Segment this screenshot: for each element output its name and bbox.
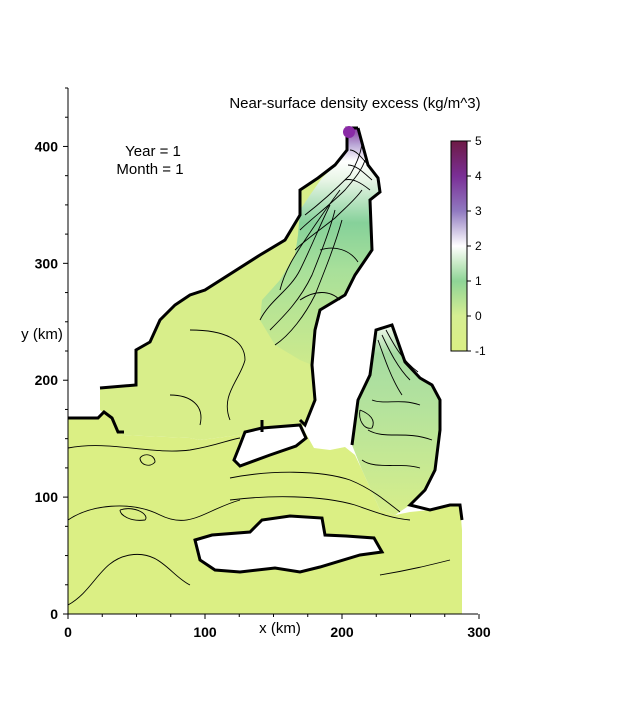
colorbar-tick-label: 5 [475, 134, 482, 148]
colorbar-tick-label: 2 [475, 239, 482, 253]
year-annotation: Year = 1 [125, 143, 181, 160]
y-axis-ticks: 0 100 200 300 400 [35, 87, 68, 622]
x-tick-label: 200 [330, 624, 354, 640]
contour-line [304, 144, 363, 216]
contour-line [344, 179, 371, 191]
x-axis-label: x (km) [259, 620, 301, 637]
contour-line [279, 189, 341, 291]
colorbar-tick-label: 1 [475, 274, 482, 288]
x-tick-label: 100 [193, 624, 217, 640]
y-tick-label: 300 [35, 255, 59, 271]
colorbar-tick-label: -1 [475, 344, 486, 358]
contour-line [229, 496, 411, 521]
x-tick-label: 0 [64, 624, 72, 640]
colorbar-tick-label: 4 [475, 169, 482, 183]
y-axis-label: y (km) [21, 326, 63, 343]
colorbar-gradient [450, 140, 468, 352]
central-peninsula [232, 423, 308, 468]
contour-line [274, 219, 343, 346]
contour-line [294, 189, 363, 251]
land-masks [193, 423, 385, 574]
contour-line [379, 559, 451, 576]
colorbar-tick-label: 0 [475, 309, 482, 323]
contour-line [67, 553, 191, 606]
month-annotation: Month = 1 [116, 161, 183, 178]
density-maximum-blob [343, 126, 355, 138]
contour-line [229, 471, 401, 513]
x-tick-label: 300 [467, 624, 491, 640]
north-arm-east-coast [298, 127, 382, 428]
contour-line [349, 149, 369, 166]
northern-arm-region [260, 128, 380, 365]
contour-lines [67, 144, 451, 606]
contour-line [259, 204, 331, 321]
contour-line [299, 292, 341, 301]
west-coast [68, 126, 358, 434]
contour-line [67, 499, 241, 521]
contour-line [361, 459, 421, 469]
y-tick-label: 400 [35, 138, 59, 154]
contour-line [169, 394, 202, 426]
contour-line [371, 399, 421, 406]
contour-line [385, 329, 419, 373]
contour-line [67, 437, 241, 452]
colorbar: 5 4 3 2 1 0 -1 [450, 134, 486, 358]
contour-line [319, 247, 359, 263]
y-tick-label: 0 [50, 606, 58, 622]
sea-field [68, 128, 462, 614]
contour-line [119, 508, 147, 521]
coastlines [68, 126, 464, 521]
contour-line [299, 159, 366, 231]
colorbar-ticks: 5 4 3 2 1 0 -1 [467, 134, 486, 358]
colorbar-tick-label: 3 [475, 204, 482, 218]
contour-line [139, 454, 156, 466]
east-arm-coast [260, 323, 464, 521]
contour-line [347, 164, 373, 181]
x-axis-ticks: 0 100 200 300 [64, 614, 491, 640]
contour-line [367, 429, 433, 441]
contour-line [189, 329, 246, 421]
contour-line [377, 339, 403, 396]
southern-island [193, 514, 385, 574]
southern-sea-region [68, 412, 462, 614]
contour-line [381, 334, 411, 381]
y-tick-label: 100 [35, 489, 59, 505]
chart-title: Near-surface density excess (kg/m^3) [229, 95, 480, 112]
contour-line [269, 209, 336, 331]
y-tick-label: 200 [35, 372, 59, 388]
contour-line [359, 409, 374, 429]
